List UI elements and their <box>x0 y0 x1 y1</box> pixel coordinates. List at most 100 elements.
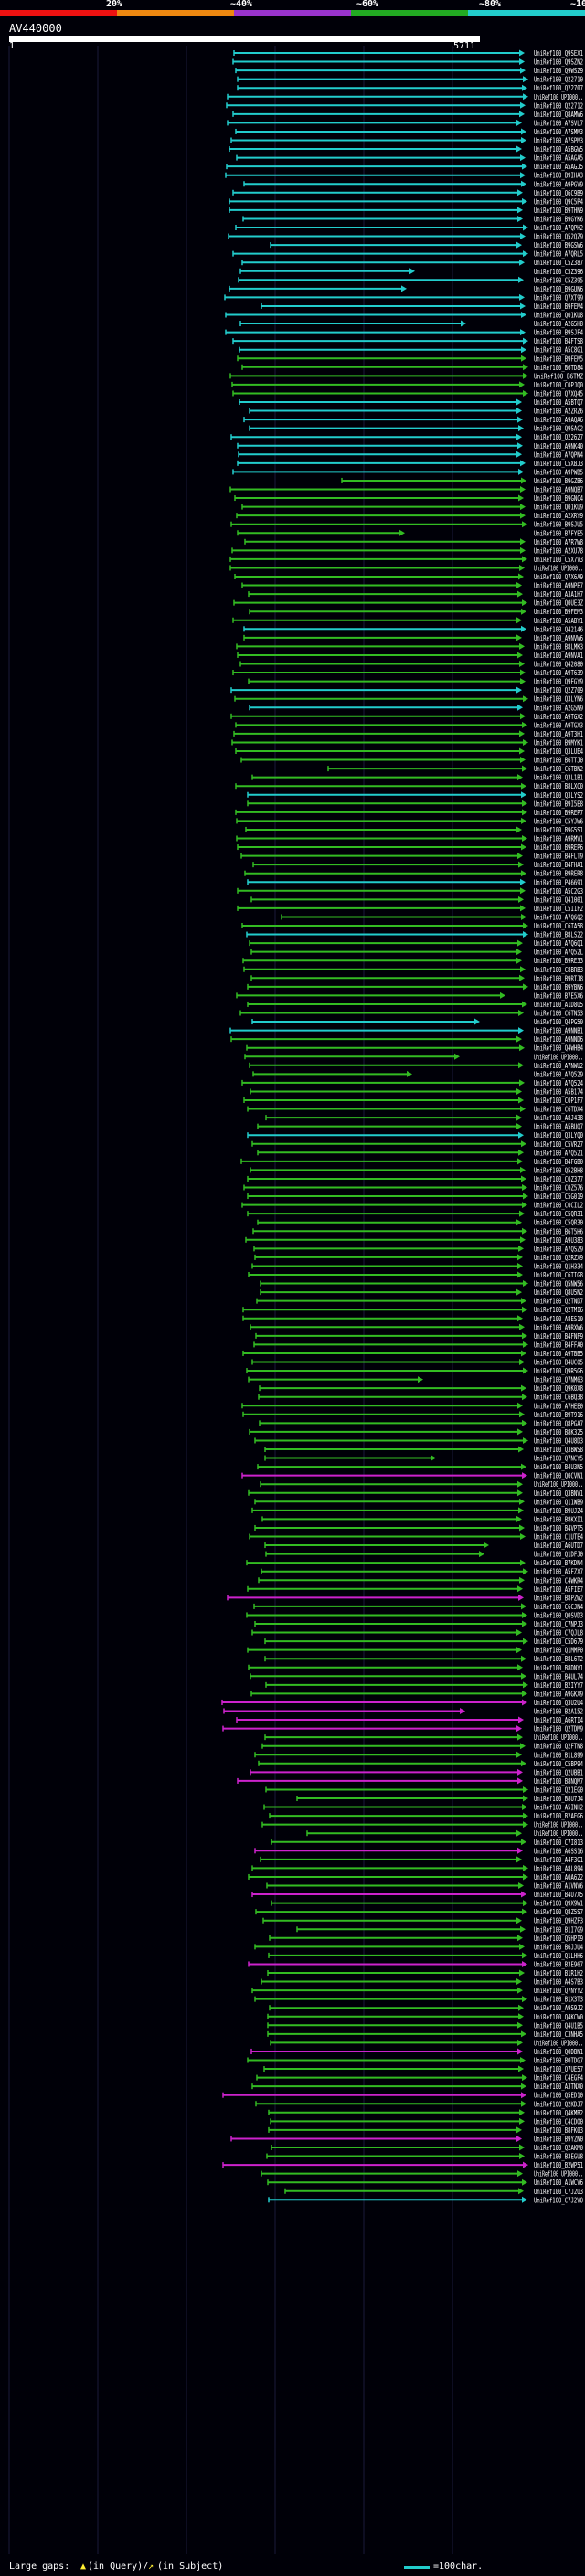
hit-label[interactable]: UniRef100_Q4KMB2 <box>534 2108 583 2117</box>
hit-label[interactable]: UniRef100_B8L6T2 <box>534 1654 583 1663</box>
hit-label[interactable]: UniRef100_B6TMZ <box>534 371 583 380</box>
hit-label[interactable]: UniRef100_C5Z395 <box>534 275 583 284</box>
hit-label[interactable]: UniRef100_A9T3H1 <box>534 729 583 738</box>
hit-label[interactable]: UniRef100_UPI000.. <box>534 563 583 572</box>
hit-label[interactable]: UniRef100_Q7NM63 <box>534 1375 583 1384</box>
hit-label[interactable]: UniRef100_B1R1H2 <box>534 1968 583 1977</box>
hit-label[interactable]: UniRef100_B4FFA0 <box>534 1340 583 1349</box>
hit-label[interactable]: UniRef100_Q7NYY2 <box>534 1986 583 1995</box>
hit-label[interactable]: UniRef100_Q2FTN8 <box>534 1742 583 1751</box>
hit-label[interactable]: UniRef100_A3A1H7 <box>534 589 583 599</box>
hit-label[interactable]: UniRef100_Q9WSZ9 <box>534 66 583 75</box>
hit-label[interactable]: UniRef100_A9PWB5 <box>534 467 583 476</box>
hit-label[interactable]: UniRef100_C0P1F7 <box>534 1096 583 1105</box>
hit-label[interactable]: UniRef100_A0A622 <box>534 1872 583 1882</box>
hit-label[interactable]: UniRef100_B9GNC4 <box>534 493 583 503</box>
hit-label[interactable]: UniRef100_C7QJL8 <box>534 1628 583 1638</box>
hit-label[interactable]: UniRef100_A9NK40 <box>534 441 583 451</box>
hit-label[interactable]: UniRef100_B9YBN6 <box>534 982 583 991</box>
hit-label[interactable]: UniRef100_C5D679 <box>534 1637 583 1646</box>
hit-label[interactable]: UniRef100_C7I813 <box>534 1838 583 1847</box>
hit-label[interactable]: UniRef100_B9RE33 <box>534 956 583 965</box>
hit-label[interactable]: UniRef100_A9GKX9 <box>534 1689 583 1698</box>
hit-label[interactable]: UniRef100_A5AGA5 <box>534 154 583 163</box>
hit-label[interactable]: UniRef100_A1WCV6 <box>534 2178 583 2187</box>
hit-label[interactable]: UniRef100_Q4WHB4 <box>534 1044 583 1053</box>
hit-label[interactable]: UniRef100_Q7NCY5 <box>534 1454 583 1463</box>
hit-label[interactable]: UniRef100_B9GYK6 <box>534 214 583 223</box>
hit-label[interactable]: UniRef100_Q8Z5S7 <box>534 1907 583 1916</box>
hit-label[interactable]: UniRef100_B1L899 <box>534 1750 583 1759</box>
hit-label[interactable]: UniRef100_Q9SAC2 <box>534 424 583 433</box>
hit-label[interactable]: UniRef100_C6TN53 <box>534 1009 583 1018</box>
hit-label[interactable]: UniRef100_Q1H334 <box>534 1261 583 1270</box>
hit-label[interactable]: UniRef100_Q2RZX9 <box>534 1253 583 1262</box>
hit-label[interactable]: UniRef100_C7J2U3 <box>534 2187 583 2196</box>
hit-label[interactable]: UniRef100_B7FYE5 <box>534 528 583 537</box>
hit-label[interactable]: UniRef100_B0TDG7 <box>534 2056 583 2065</box>
hit-label[interactable]: UniRef100_A6SS16 <box>534 1846 583 1855</box>
hit-label[interactable]: UniRef100_Q6C9B9 <box>534 188 583 197</box>
hit-label[interactable]: UniRef100_Q2UBB1 <box>534 1767 583 1776</box>
hit-label[interactable]: UniRef100_A4F3G1 <box>534 1855 583 1864</box>
hit-label[interactable]: UniRef100_B8LS22 <box>534 930 583 939</box>
hit-label[interactable]: UniRef100_Q4PG50 <box>534 1017 583 1026</box>
hit-label[interactable]: UniRef100_Q22707 <box>534 83 583 92</box>
hit-label[interactable]: UniRef100_A7QRL5 <box>534 249 583 259</box>
hit-label[interactable]: UniRef100_A7NWU2 <box>534 1061 583 1070</box>
hit-label[interactable]: UniRef100_C3NHA5 <box>534 2030 583 2039</box>
hit-label[interactable]: UniRef100_B9THN9 <box>534 206 583 215</box>
hit-label[interactable]: UniRef100_A9TGX2 <box>534 712 583 721</box>
hit-label[interactable]: UniRef100_C4WKR4 <box>534 1575 583 1585</box>
hit-label[interactable]: UniRef100_B9REP7 <box>534 808 583 817</box>
hit-label[interactable]: UniRef100_A2G5N9 <box>534 703 583 712</box>
hit-label[interactable]: UniRef100_A9NVA1 <box>534 651 583 660</box>
hit-label[interactable]: UniRef100_C0CIL2 <box>534 1201 583 1210</box>
hit-label[interactable]: UniRef100_B4U7X5 <box>534 1890 583 1899</box>
hit-label[interactable]: UniRef100_B9GSW6 <box>534 240 583 249</box>
hit-label[interactable]: UniRef100_Q9SEX1 <box>534 48 583 58</box>
hit-label[interactable]: UniRef100_Q42080 <box>534 660 583 669</box>
hit-label[interactable]: UniRef100_Q22710 <box>534 75 583 84</box>
hit-label[interactable]: UniRef100_A7QSZ9 <box>534 1244 583 1253</box>
hit-label[interactable]: UniRef100_B4FLT9 <box>534 852 583 861</box>
hit-label[interactable]: UniRef100_C5I1F2 <box>534 904 583 913</box>
hit-label[interactable]: UniRef100_A9NND6 <box>534 1034 583 1044</box>
hit-label[interactable]: UniRef100_A5FZX7 <box>534 1567 583 1576</box>
hit-label[interactable]: UniRef100_A7Q521 <box>534 1148 583 1157</box>
hit-label[interactable]: UniRef100_A7Q52L <box>534 948 583 957</box>
hit-label[interactable]: UniRef100_Q7XQ45 <box>534 388 583 398</box>
hit-label[interactable]: UniRef100_Q3LYS2 <box>534 790 583 800</box>
hit-label[interactable]: UniRef100_C0Z377 <box>534 1174 583 1183</box>
hit-label[interactable]: UniRef100_A9TGX3 <box>534 720 583 729</box>
hit-label[interactable]: UniRef100_Q9C5P4 <box>534 196 583 206</box>
hit-label[interactable]: UniRef100_B8KXI1 <box>534 1514 583 1523</box>
hit-label[interactable]: UniRef100_C6TIG8 <box>534 1270 583 1279</box>
hit-label[interactable]: UniRef100_Q01KU9 <box>534 503 583 512</box>
hit-label[interactable]: UniRef100_Q7X6A9 <box>534 572 583 581</box>
hit-label[interactable]: UniRef100_B4FHA1 <box>534 860 583 869</box>
hit-label[interactable]: UniRef100_Q9K0X8 <box>534 1383 583 1393</box>
hit-label[interactable]: UniRef100_B9FEM5 <box>534 354 583 363</box>
hit-label[interactable]: UniRef100_B2IYY7 <box>534 1680 583 1690</box>
hit-label[interactable]: UniRef100_Q1LHH6 <box>534 1951 583 1960</box>
hit-label[interactable]: UniRef100_A9AQA6 <box>534 415 583 424</box>
hit-label[interactable]: UniRef100_B4UC05 <box>534 1358 583 1367</box>
hit-label[interactable]: UniRef100_C6CJN4 <box>534 1602 583 1611</box>
hit-label[interactable]: UniRef100_Q01KU8 <box>534 311 583 320</box>
hit-label[interactable]: UniRef100_Q8U5N2 <box>534 1288 583 1297</box>
hit-label[interactable]: UniRef100_C5BP94 <box>534 1759 583 1768</box>
hit-label[interactable]: UniRef100_A7Q6Q1 <box>534 938 583 948</box>
hit-label[interactable]: UniRef100_UPI000.. <box>534 2038 583 2047</box>
hit-label[interactable]: UniRef100_B8LXC0 <box>534 781 583 790</box>
hit-label[interactable]: UniRef100_UPI000.. <box>534 92 583 101</box>
hit-label[interactable]: UniRef100_Q3U2U4 <box>534 1698 583 1707</box>
hit-label[interactable]: UniRef100_C0Z576 <box>534 1183 583 1193</box>
hit-label[interactable]: UniRef100_B6JJU4 <box>534 1942 583 1951</box>
hit-label[interactable]: UniRef100_B8K325 <box>534 1427 583 1436</box>
hit-label[interactable]: UniRef100_B9SJF4 <box>534 328 583 337</box>
hit-label[interactable]: UniRef100_A5BTQ7 <box>534 398 583 407</box>
hit-label[interactable]: UniRef100_Q41001 <box>534 895 583 904</box>
hit-label[interactable]: UniRef100_C7NPJ3 <box>534 1619 583 1628</box>
hit-label[interactable]: UniRef100_Q2AKM0 <box>534 2143 583 2152</box>
